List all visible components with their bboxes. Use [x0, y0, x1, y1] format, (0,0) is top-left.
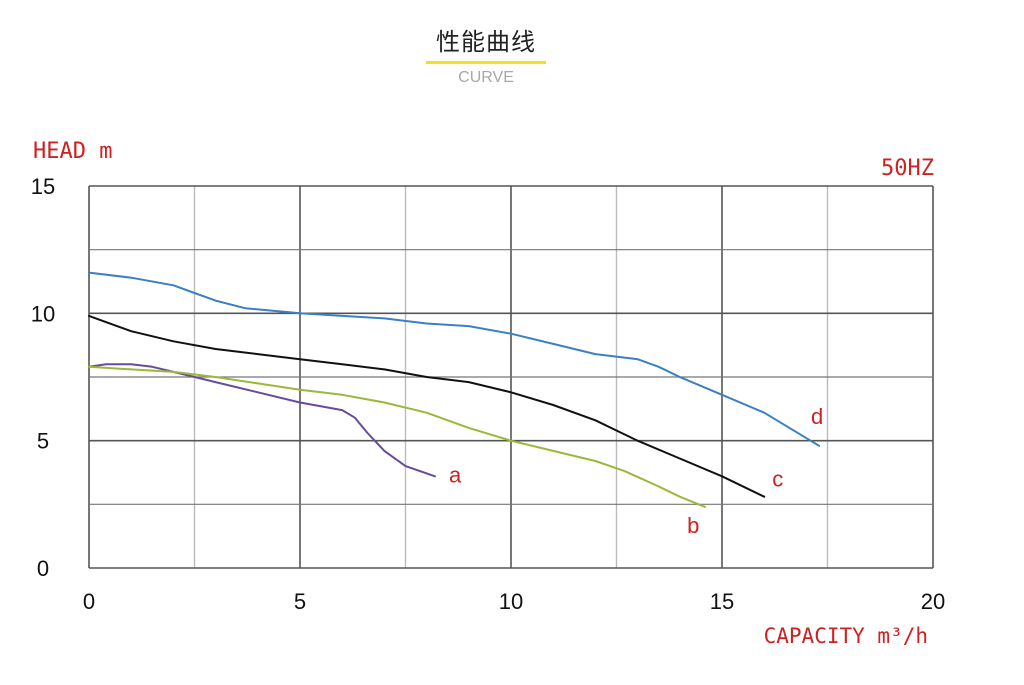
frequency-annotation: 50HZ	[881, 156, 934, 181]
y-tick-label: 5	[37, 429, 49, 454]
series-line-c	[88, 314, 766, 498]
header: 性能曲线 CURVE	[0, 22, 972, 87]
series-label-d: d	[811, 404, 823, 429]
y-axis-label: HEAD m	[33, 139, 112, 164]
x-tick-label: 10	[499, 589, 523, 614]
x-tick-label: 20	[921, 589, 945, 614]
series-lines	[88, 271, 821, 508]
series-line-d	[88, 271, 821, 447]
page-subtitle: CURVE	[458, 69, 514, 86]
x-axis-label: CAPACITY m³/h	[764, 624, 928, 648]
series-labels: a b c d	[449, 404, 823, 538]
series-line-a	[88, 363, 436, 478]
x-tick-label: 0	[83, 589, 95, 614]
series-line-b	[88, 365, 707, 508]
title-underline	[426, 61, 546, 64]
y-tick-label: 15	[31, 174, 55, 199]
axis-ticks: 0 5 10 15 0 5 10 15 20	[31, 174, 945, 614]
page-title: 性能曲线	[436, 28, 536, 56]
x-tick-label: 15	[710, 589, 734, 614]
series-label-c: c	[772, 467, 783, 492]
series-label-a: a	[449, 462, 462, 487]
x-tick-label: 5	[294, 589, 306, 614]
y-tick-label: 0	[37, 556, 49, 581]
series-label-b: b	[687, 513, 699, 538]
y-tick-label: 10	[31, 301, 55, 326]
